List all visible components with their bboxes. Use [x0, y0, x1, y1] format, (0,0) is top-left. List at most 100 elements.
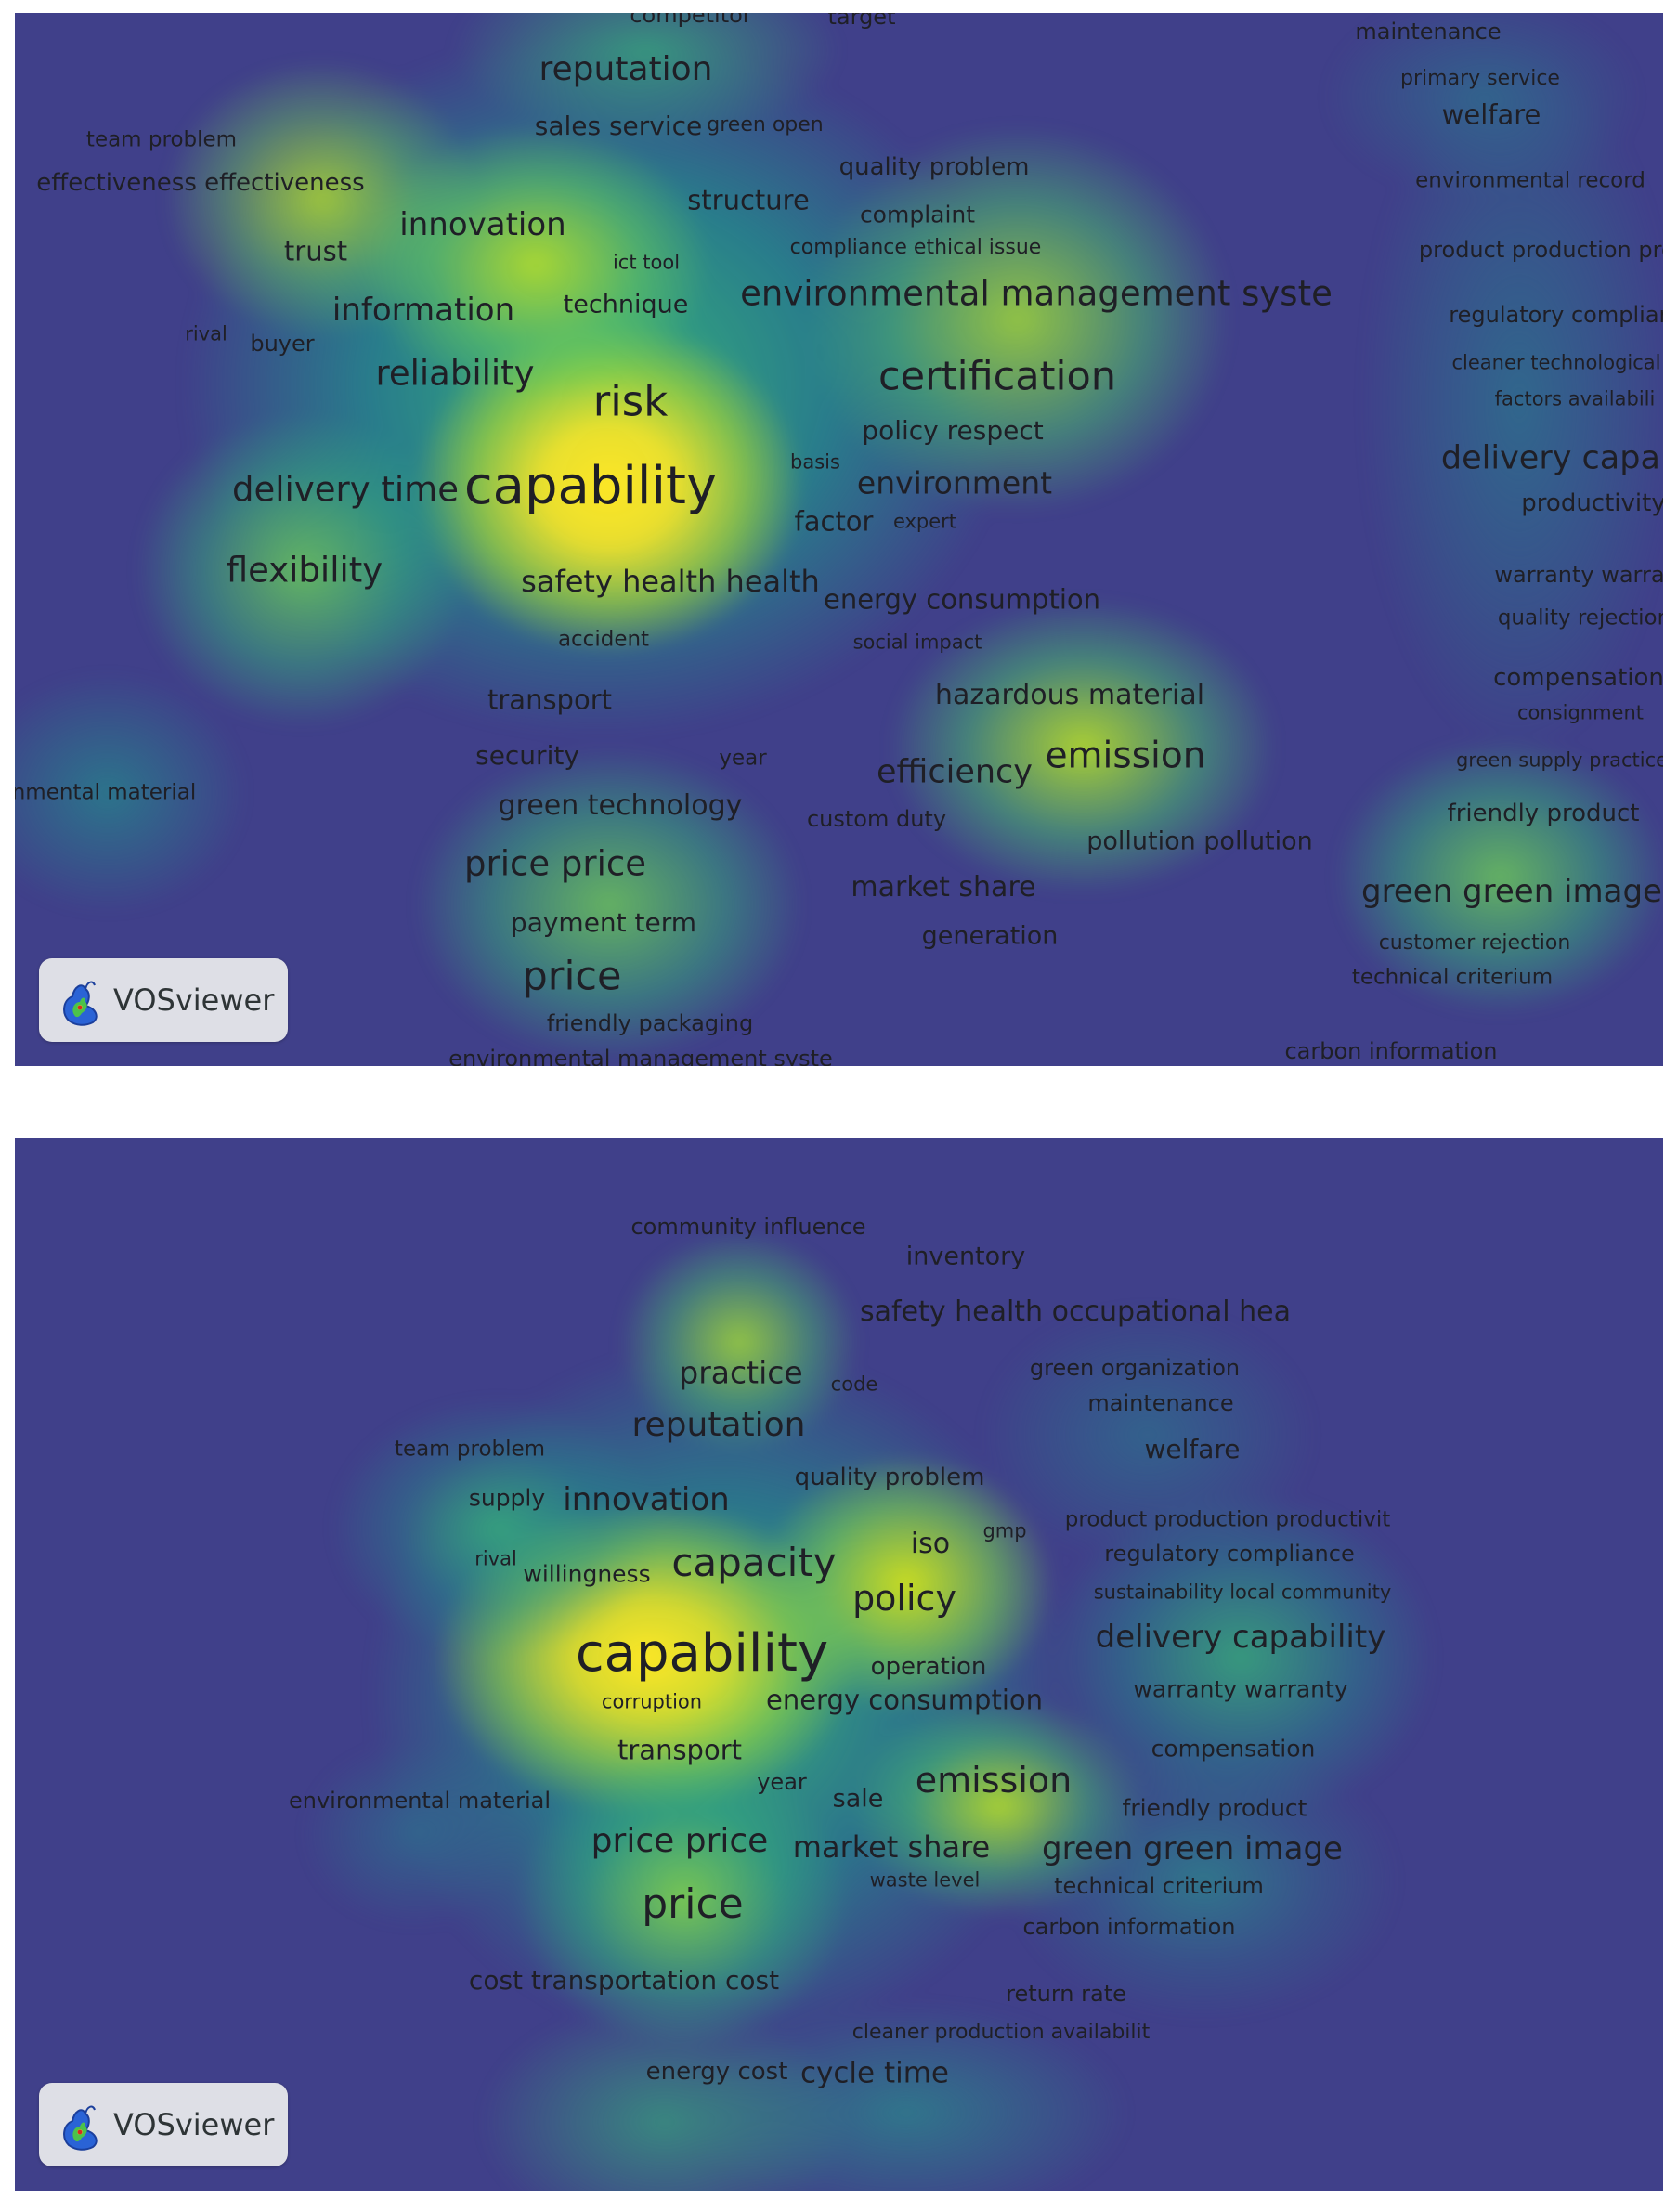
- term-label[interactable]: cleaner technological: [1451, 351, 1661, 374]
- term-label[interactable]: cycle time: [800, 2056, 950, 2090]
- term-label[interactable]: quality rejection: [1497, 605, 1663, 631]
- term-label[interactable]: market share: [851, 871, 1036, 904]
- term-label[interactable]: return rate: [1006, 1981, 1126, 2007]
- term-label[interactable]: product production produ: [1418, 237, 1663, 263]
- term-label[interactable]: sale: [832, 1784, 884, 1814]
- term-label[interactable]: customer rejection: [1378, 931, 1571, 955]
- term-label[interactable]: buyer: [250, 331, 315, 357]
- term-label[interactable]: reputation: [631, 1406, 806, 1444]
- term-label[interactable]: green green image: [1042, 1830, 1343, 1867]
- term-label[interactable]: energy consumption: [765, 1684, 1044, 1716]
- term-label[interactable]: payment term: [510, 907, 697, 938]
- term-label[interactable]: community influence: [630, 1214, 866, 1240]
- term-label[interactable]: environmental management syste: [740, 273, 1332, 314]
- term-label[interactable]: willingness: [523, 1560, 651, 1588]
- term-label[interactable]: waste level: [869, 1868, 981, 1892]
- term-label[interactable]: warranty warra: [1494, 562, 1663, 588]
- term-label[interactable]: trust: [283, 235, 348, 267]
- term-label[interactable]: friendly product: [1122, 1794, 1307, 1822]
- term-label[interactable]: welfare: [1441, 98, 1541, 131]
- term-label[interactable]: energy consumption: [823, 583, 1101, 616]
- term-label[interactable]: environmental management syste: [448, 1046, 833, 1066]
- term-label[interactable]: green organization: [1029, 1355, 1241, 1381]
- term-label[interactable]: quality problem: [838, 153, 1030, 181]
- term-label[interactable]: productivity: [1521, 489, 1663, 517]
- term-label[interactable]: effectiveness effectiveness: [36, 169, 365, 197]
- term-label[interactable]: custom duty: [806, 806, 947, 832]
- term-label[interactable]: carbon information: [1022, 1914, 1236, 1940]
- term-label[interactable]: structure: [687, 184, 810, 216]
- term-label[interactable]: price price: [464, 843, 646, 884]
- term-label[interactable]: maintenance: [1087, 1390, 1234, 1416]
- term-label[interactable]: green supply practice: [1455, 748, 1663, 772]
- term-label[interactable]: technical criterium: [1351, 965, 1554, 990]
- term-label[interactable]: green open: [707, 113, 824, 137]
- term-label[interactable]: delivery capability: [1095, 1619, 1386, 1656]
- term-label[interactable]: accident: [557, 627, 650, 652]
- term-label[interactable]: price: [522, 953, 622, 1000]
- term-label[interactable]: warranty warranty: [1133, 1675, 1348, 1703]
- term-label[interactable]: inventory: [905, 1242, 1026, 1271]
- term-label[interactable]: team problem: [394, 1437, 546, 1462]
- term-label[interactable]: safety health occupational hea: [860, 1295, 1291, 1328]
- term-label[interactable]: price: [642, 1880, 744, 1928]
- term-label[interactable]: capability: [463, 456, 718, 516]
- term-label[interactable]: efficiency: [876, 753, 1034, 791]
- term-label[interactable]: generation: [921, 921, 1059, 951]
- term-label[interactable]: code: [830, 1373, 878, 1396]
- term-label[interactable]: information: [332, 292, 515, 329]
- term-label[interactable]: ict tool: [612, 251, 681, 274]
- term-label[interactable]: pollution pollution: [1086, 826, 1313, 856]
- term-label[interactable]: gmp: [982, 1519, 1027, 1542]
- term-label[interactable]: transport: [488, 683, 612, 716]
- term-label[interactable]: energy cost: [645, 2058, 788, 2086]
- term-label[interactable]: transport: [618, 1734, 742, 1766]
- term-label[interactable]: regulatory complian: [1449, 302, 1663, 328]
- term-label[interactable]: technical criterium: [1054, 1873, 1264, 1899]
- term-label[interactable]: environment: [856, 464, 1053, 501]
- term-label[interactable]: certification: [878, 353, 1117, 400]
- term-label[interactable]: innovation: [399, 206, 566, 243]
- term-label[interactable]: compensation: [1150, 1735, 1316, 1763]
- term-label[interactable]: target: [827, 13, 896, 30]
- term-label[interactable]: year: [757, 1769, 807, 1795]
- term-label[interactable]: consignment: [1516, 701, 1644, 724]
- term-label[interactable]: security: [475, 740, 579, 771]
- term-label[interactable]: cleaner production availabilit: [852, 2021, 1150, 2044]
- term-label[interactable]: friendly packaging: [546, 1010, 754, 1036]
- term-label[interactable]: carbon information: [1284, 1038, 1498, 1064]
- term-label[interactable]: emission: [1045, 735, 1206, 777]
- term-label[interactable]: factors availabili: [1494, 387, 1656, 410]
- term-label[interactable]: basis: [790, 450, 840, 474]
- term-label[interactable]: green green image: [1361, 873, 1662, 910]
- term-label[interactable]: risk: [592, 376, 669, 426]
- term-label[interactable]: hazardous material: [934, 679, 1205, 711]
- term-label[interactable]: corruption: [601, 1690, 703, 1713]
- term-label[interactable]: friendly product: [1447, 800, 1640, 827]
- term-label[interactable]: compensation: [1493, 664, 1663, 692]
- term-label[interactable]: market share: [792, 1829, 991, 1865]
- term-label[interactable]: safety health health: [521, 564, 820, 599]
- term-label[interactable]: factor: [794, 505, 874, 538]
- term-label[interactable]: year: [719, 746, 767, 771]
- term-label[interactable]: green technology: [498, 789, 743, 822]
- density-map-bottom[interactable]: community influence inventory safety hea…: [15, 1138, 1663, 2191]
- term-label[interactable]: expert: [892, 510, 957, 533]
- term-label[interactable]: practice: [679, 1354, 803, 1391]
- term-label[interactable]: rival: [185, 322, 228, 345]
- term-label[interactable]: capacity: [671, 1540, 837, 1585]
- term-label[interactable]: environmental record: [1415, 168, 1645, 193]
- term-label[interactable]: capability: [575, 1623, 829, 1684]
- term-label[interactable]: rival: [474, 1547, 517, 1570]
- term-label[interactable]: compliance ethical issue: [789, 236, 1042, 259]
- term-label[interactable]: policy: [852, 1578, 956, 1619]
- term-label[interactable]: team problem: [85, 127, 238, 152]
- term-label[interactable]: flexibility: [226, 550, 384, 591]
- term-label[interactable]: delivery time: [232, 469, 459, 510]
- term-label[interactable]: environmental material: [288, 1788, 552, 1814]
- term-label[interactable]: regulatory compliance: [1104, 1541, 1355, 1567]
- term-label[interactable]: quality problem: [794, 1464, 985, 1491]
- term-label[interactable]: product production productivit: [1064, 1507, 1391, 1532]
- term-label[interactable]: iso: [910, 1528, 951, 1560]
- term-label[interactable]: reputation: [539, 50, 713, 88]
